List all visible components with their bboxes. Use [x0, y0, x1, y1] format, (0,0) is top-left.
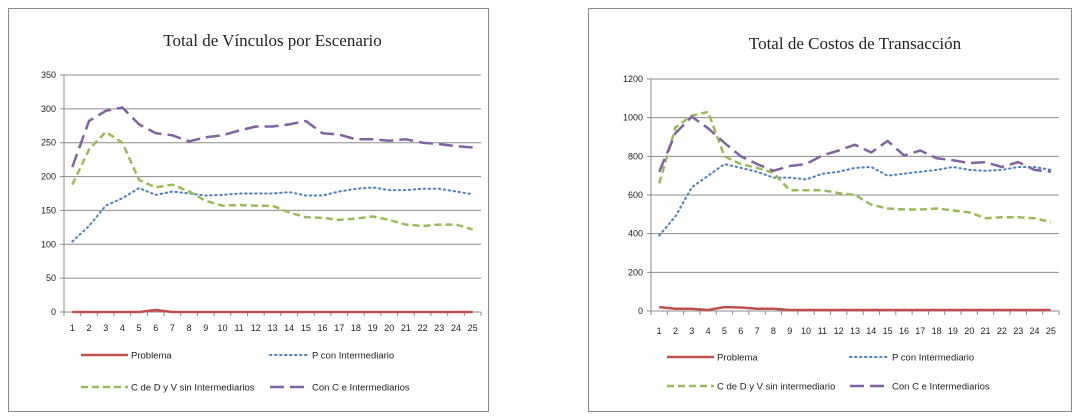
- y-tick-label: 300: [41, 104, 56, 114]
- x-tick-label: 2: [87, 323, 92, 333]
- x-tick-label: 16: [899, 326, 909, 336]
- x-tick-label: 17: [915, 326, 925, 336]
- x-tick-label: 24: [1030, 326, 1040, 336]
- y-tick-label: 800: [628, 151, 643, 161]
- series-line-3: [658, 115, 1051, 174]
- x-tick-label: 9: [787, 326, 792, 336]
- x-tick-label: 15: [301, 323, 311, 333]
- x-tick-label: 19: [948, 326, 958, 336]
- x-tick-label: 18: [351, 323, 361, 333]
- y-tick-label: 350: [41, 70, 56, 80]
- chart-panel-costos: Total de Costos de Transacción 0 200 400 600…: [588, 8, 1072, 412]
- series-line-1: [658, 163, 1052, 237]
- x-tick-label: 20: [384, 323, 394, 333]
- x-tick-label: 13: [267, 323, 277, 333]
- x-tick-label: 10: [801, 326, 811, 336]
- x-tick-label: 17: [334, 323, 344, 333]
- x-tick-label: 25: [468, 323, 478, 333]
- legend-label: Con C e Intermediarios: [892, 382, 990, 393]
- series-line-2: [71, 130, 474, 231]
- x-tick-label: 4: [706, 326, 711, 336]
- x-tick-label: 25: [1046, 326, 1056, 336]
- x-tick-label: 23: [1013, 326, 1023, 336]
- y-tick-label: 0: [51, 307, 56, 317]
- legend-label: Problema: [717, 353, 758, 364]
- y-tick-label: 250: [41, 138, 56, 148]
- x-tick-label: 19: [368, 323, 378, 333]
- x-tick-label: 14: [866, 326, 876, 336]
- y-tick-label: 200: [628, 267, 643, 277]
- x-tick-label: 1: [657, 326, 662, 336]
- x-tick-label: 5: [137, 323, 142, 333]
- chart-title: Total de Vínculos por Escenario: [163, 31, 382, 50]
- chart-title: Total de Costos de Transacción: [749, 34, 962, 53]
- series-line-0: [72, 308, 473, 314]
- x-tick-label: 22: [418, 323, 428, 333]
- legend-label: P con Intermediario: [312, 351, 394, 362]
- y-tick-label: 400: [628, 229, 643, 239]
- x-tick-label: 23: [434, 323, 444, 333]
- x-tick-label: 2: [673, 326, 678, 336]
- y-tick-label: 1200: [623, 74, 643, 84]
- x-tick-label: 1: [70, 323, 75, 333]
- y-tick-label: 1000: [623, 113, 643, 123]
- x-tick-label: 12: [834, 326, 844, 336]
- x-tick-label: 6: [153, 323, 158, 333]
- x-tick-label: 5: [722, 326, 727, 336]
- legend-label: Problema: [131, 351, 172, 362]
- legend-label: C de D y V sin intermediario: [717, 382, 835, 393]
- y-tick-label: 150: [41, 205, 56, 215]
- x-tick-label: 4: [120, 323, 125, 333]
- x-tick-label: 13: [850, 326, 860, 336]
- y-tick-label: 0: [638, 306, 643, 316]
- x-tick-label: 3: [689, 326, 694, 336]
- x-tick-label: 14: [284, 323, 294, 333]
- y-tick-label: 50: [46, 273, 56, 283]
- x-tick-label: 6: [738, 326, 743, 336]
- y-tick-label: 100: [41, 239, 56, 249]
- x-tick-label: 21: [981, 326, 991, 336]
- x-tick-label: 24: [451, 323, 461, 333]
- x-tick-label: 18: [932, 326, 942, 336]
- x-tick-label: 10: [217, 323, 227, 333]
- x-tick-label: 7: [755, 326, 760, 336]
- x-tick-label: 12: [251, 323, 261, 333]
- x-tick-label: 21: [401, 323, 411, 333]
- x-tick-label: 8: [187, 323, 192, 333]
- x-tick-label: 22: [997, 326, 1007, 336]
- x-tick-label: 11: [234, 323, 243, 333]
- chart-vinculos: Total de Vínculos por Escenario 0 50 100 150…: [41, 31, 482, 394]
- series-line-3: [71, 106, 473, 168]
- x-tick-label: 3: [103, 323, 108, 333]
- chart-panel-vinculos: Total de Vínculos por Escenario 0 50 100 150…: [8, 8, 489, 412]
- x-tick-label: 20: [964, 326, 974, 336]
- legend-label: Con C e Intermediarios: [312, 383, 410, 394]
- y-tick-label: 600: [628, 190, 643, 200]
- x-tick-label: 11: [818, 326, 827, 336]
- series-line-0: [659, 305, 1051, 312]
- x-tick-label: 15: [883, 326, 893, 336]
- x-tick-label: 7: [170, 323, 175, 333]
- x-tick-label: 8: [771, 326, 776, 336]
- x-tick-label: 9: [203, 323, 208, 333]
- legend-label: P con Intermediario: [892, 353, 974, 364]
- y-tick-label: 200: [41, 172, 56, 182]
- series-line-1: [71, 186, 474, 243]
- chart-costos: Total de Costos de Transacción 0 200 400 600…: [623, 34, 1060, 393]
- x-tick-label: 16: [318, 323, 328, 333]
- legend-label: C de D y V sin Intermediarios: [131, 383, 255, 394]
- series-line-2: [657, 110, 1052, 224]
